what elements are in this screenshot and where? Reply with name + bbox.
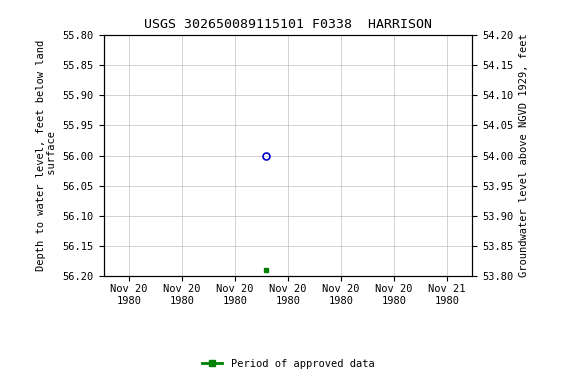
Title: USGS 302650089115101 F0338  HARRISON: USGS 302650089115101 F0338 HARRISON <box>144 18 432 31</box>
Legend: Period of approved data: Period of approved data <box>198 354 378 373</box>
Y-axis label: Groundwater level above NGVD 1929, feet: Groundwater level above NGVD 1929, feet <box>519 34 529 277</box>
Y-axis label: Depth to water level, feet below land
 surface: Depth to water level, feet below land su… <box>36 40 57 271</box>
